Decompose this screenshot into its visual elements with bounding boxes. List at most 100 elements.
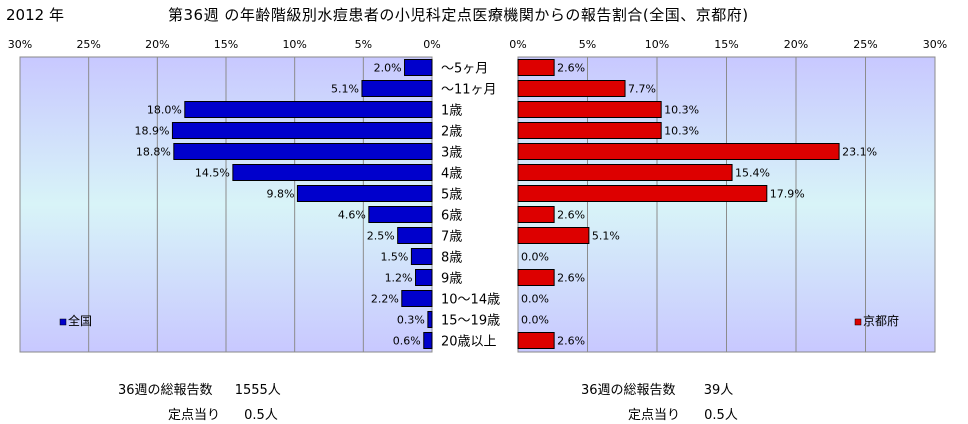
national-per-value: 0.5人 [244,408,278,423]
kyoto-data-label: 17.9% [770,188,805,201]
national-legend-label: 全国 [68,313,92,328]
category-label: 5歳 [441,188,462,203]
national-summary-total: 36週の総報告数 1555人 [118,379,281,398]
kyoto-data-label: 0.0% [521,293,549,306]
kyoto-summary-total: 36週の総報告数 39人 [581,379,733,398]
national-bar [427,311,433,328]
category-label: ～5ヶ月 [441,62,488,77]
kyoto-bar [517,59,555,76]
national-bar [397,227,433,244]
category-label: 1歳 [441,104,462,119]
national-data-label: 2.0% [374,62,402,75]
kyoto-bar [517,80,626,97]
category-label: 20歳以上 [441,335,497,350]
kyoto-bar [517,101,662,118]
kyoto-data-label: 10.3% [664,104,699,117]
kyoto-legend-swatch [854,318,862,326]
national-data-label: 2.5% [367,230,395,243]
national-data-label: 2.2% [371,293,399,306]
national-data-label: 18.0% [147,104,182,117]
category-label: 9歳 [441,272,462,287]
national-data-label: 0.3% [397,314,425,327]
kyoto-per-value: 0.5人 [704,408,738,423]
kyoto-data-label: 0.0% [521,314,549,327]
kyoto-bar [517,227,590,244]
kyoto-bar [517,185,768,202]
national-tick-label: 15% [214,38,238,51]
chart-title: 第36週 の年齢階級別水痘患者の小児科定点医療機関からの報告割合(全国、京都府) [168,6,749,24]
kyoto-tick-label: 20% [784,38,808,51]
kyoto-bar [517,332,555,349]
national-total-label: 36週の総報告数 [118,383,213,398]
category-label: 10～14歳 [441,293,500,308]
national-legend-swatch [59,318,67,326]
category-label: 4歳 [441,167,462,182]
kyoto-tick-label: 5% [579,38,596,51]
national-data-label: 5.1% [331,83,359,96]
kyoto-total-value: 39人 [703,383,734,398]
national-bar [184,101,433,118]
year-label: 2012 年 [6,6,64,24]
national-bar [232,164,433,181]
category-label: ～11ヶ月 [441,83,497,98]
kyoto-data-label: 2.6% [557,209,585,222]
national-total-value: 1555人 [234,383,281,398]
national-summary-per: 定点当り 0.5人 [168,404,278,423]
kyoto-bar [517,206,555,223]
national-data-label: 1.5% [380,251,408,264]
national-bar [423,332,433,349]
national-data-label: 1.2% [385,272,413,285]
national-data-label: 18.8% [136,146,171,159]
national-bar [404,59,433,76]
kyoto-data-label: 2.6% [557,62,585,75]
national-bar [361,80,433,97]
kyoto-data-label: 10.3% [664,125,699,138]
national-bar [171,122,433,139]
national-tick-label: 20% [145,38,169,51]
kyoto-bar [517,269,555,286]
category-label: 8歳 [441,251,462,266]
category-label: 7歳 [441,230,462,245]
kyoto-data-label: 23.1% [842,146,877,159]
national-tick-label: 10% [282,38,306,51]
national-bar [410,248,433,265]
kyoto-bar [517,143,840,160]
national-bar [415,269,433,286]
kyoto-legend-label: 京都府 [863,313,899,328]
kyoto-data-label: 15.4% [735,167,770,180]
national-bar [401,290,433,307]
kyoto-summary-per: 定点当り 0.5人 [628,404,738,423]
category-label: 15～19歳 [441,314,500,329]
national-data-label: 4.6% [338,209,366,222]
kyoto-tick-label: 30% [923,38,947,51]
national-data-label: 18.9% [134,125,169,138]
kyoto-tick-label: 0% [509,38,526,51]
kyoto-data-label: 5.1% [592,230,620,243]
national-data-label: 14.5% [195,167,230,180]
national-per-label: 定点当り [168,408,221,423]
kyoto-total-label: 36週の総報告数 [581,383,676,398]
national-bar [296,185,433,202]
national-tick-label: 0% [423,38,440,51]
national-bar [368,206,433,223]
national-tick-label: 30% [8,38,32,51]
national-tick-label: 25% [76,38,100,51]
kyoto-data-label: 0.0% [521,251,549,264]
kyoto-tick-label: 10% [645,38,669,51]
national-data-label: 0.6% [393,335,421,348]
kyoto-per-label: 定点当り [628,408,681,423]
category-label: 3歳 [441,146,462,161]
kyoto-tick-label: 25% [853,38,877,51]
kyoto-data-label: 2.6% [557,272,585,285]
kyoto-bar [517,122,662,139]
kyoto-bar [517,164,733,181]
national-tick-label: 5% [355,38,372,51]
category-label: 6歳 [441,209,462,224]
category-label: 2歳 [441,125,462,140]
kyoto-tick-label: 15% [714,38,738,51]
national-data-label: 9.8% [266,188,294,201]
kyoto-data-label: 2.6% [557,335,585,348]
kyoto-data-label: 7.7% [628,83,656,96]
national-bar [173,143,433,160]
